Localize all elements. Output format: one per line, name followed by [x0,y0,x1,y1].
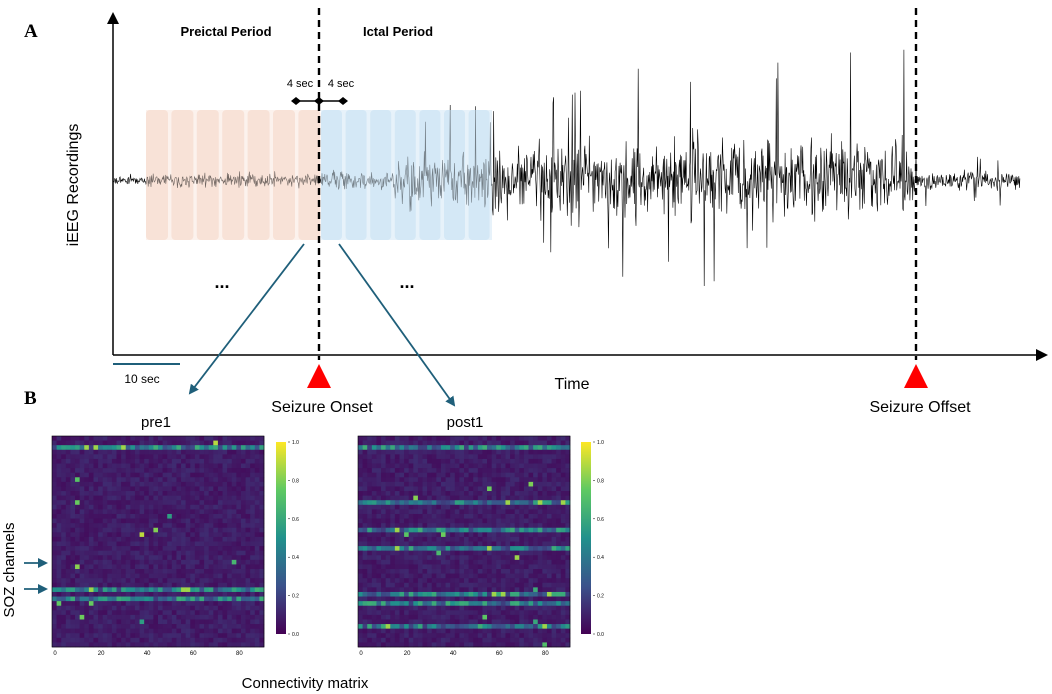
arrow-to-post1 [338,243,456,407]
colorbar-tick-label: 0.0 [597,632,604,638]
ictal-tint [321,110,492,240]
preictal-window [196,110,219,240]
soz-channels-label: SOZ channels [1,522,18,617]
ictal-ellipsis: ... [399,272,414,292]
scale-bar-label: 10 sec [124,372,159,386]
y-axis-label: iEEG Recordings [65,124,82,247]
y-axis-arrow-icon [107,12,119,24]
colorbar-post1-ticks: 1.0 0.8 0.6 0.4 0.2 0.0 [593,440,604,638]
colorbar-post1 [581,442,591,634]
matrix-post1-x-ticks: 0 20 40 60 80 [359,651,549,657]
bracket-left-diamond-icon [291,97,301,105]
preictal-window [247,110,270,240]
x-tick-label: 0 [53,651,57,657]
x-tick-label: 20 [98,651,105,657]
preictal-window [222,110,245,240]
ieeg-signal [112,49,1021,287]
x-tick-label: 80 [236,651,243,657]
connectivity-matrix-pre1 [51,435,265,648]
x-tick-label: 60 [496,651,503,657]
seizure-onset-marker-icon [307,364,331,388]
colorbar-pre1 [276,442,286,634]
preictal-window [146,110,168,240]
x-tick-label: 0 [359,651,363,657]
preictal-window [171,110,194,240]
ieeg-trace [112,49,1021,287]
x-axis-arrow-icon [1036,349,1048,361]
preictal-window [273,110,295,240]
matrix-pre1-x-ticks: 0 20 40 60 80 [53,651,243,657]
colorbar-tick-label: 0.6 [292,517,299,523]
seizure-offset-label: Seizure Offset [869,399,971,416]
colorbar-tick-label: 1.0 [597,440,604,446]
x-tick-label: 60 [190,651,197,657]
colorbar-tick-label: 0.2 [292,594,299,600]
colorbar-tick-label: 0.0 [292,632,299,638]
connectivity-matrix-post1 [357,435,571,648]
x-axis-label: Time [555,376,590,393]
x-tick-label: 20 [404,651,411,657]
colorbar-pre1-ticks: 1.0 0.8 0.6 0.4 0.2 0.0 [288,440,299,638]
arrow-to-pre1 [188,243,305,395]
window-left-label: 4 sec [287,78,314,90]
panel-b-label: B [24,388,37,409]
colorbar-tick-label: 0.8 [597,478,604,484]
preictal-tint [146,110,319,240]
preictal-window [298,110,321,240]
x-tick-label: 80 [542,651,549,657]
colorbar-tick-label: 0.4 [292,555,299,561]
bracket-center-diamond-icon [314,97,324,105]
matrix-title-post1: post1 [447,414,484,431]
panel-a-label: A [24,21,38,42]
ictal-label: Ictal Period [363,24,433,39]
window-right-label: 4 sec [328,78,355,90]
preictal-ellipsis: ... [214,272,229,292]
colorbar-tick-label: 0.2 [597,594,604,600]
bracket-right-diamond-icon [338,97,348,105]
connectivity-matrix-label: Connectivity matrix [242,675,369,692]
colorbar-tick-label: 0.4 [597,555,604,561]
colorbar-tick-label: 0.8 [292,478,299,484]
seizure-onset-label: Seizure Onset [271,399,373,416]
preictal-label: Preictal Period [180,24,271,39]
preictal-windows [146,110,321,240]
matrix-title-pre1: pre1 [141,414,171,431]
x-tick-label: 40 [144,651,151,657]
seizure-offset-marker-icon [904,364,928,388]
x-tick-label: 40 [450,651,457,657]
colorbar-tick-label: 0.6 [597,517,604,523]
colorbar-tick-label: 1.0 [292,440,299,446]
